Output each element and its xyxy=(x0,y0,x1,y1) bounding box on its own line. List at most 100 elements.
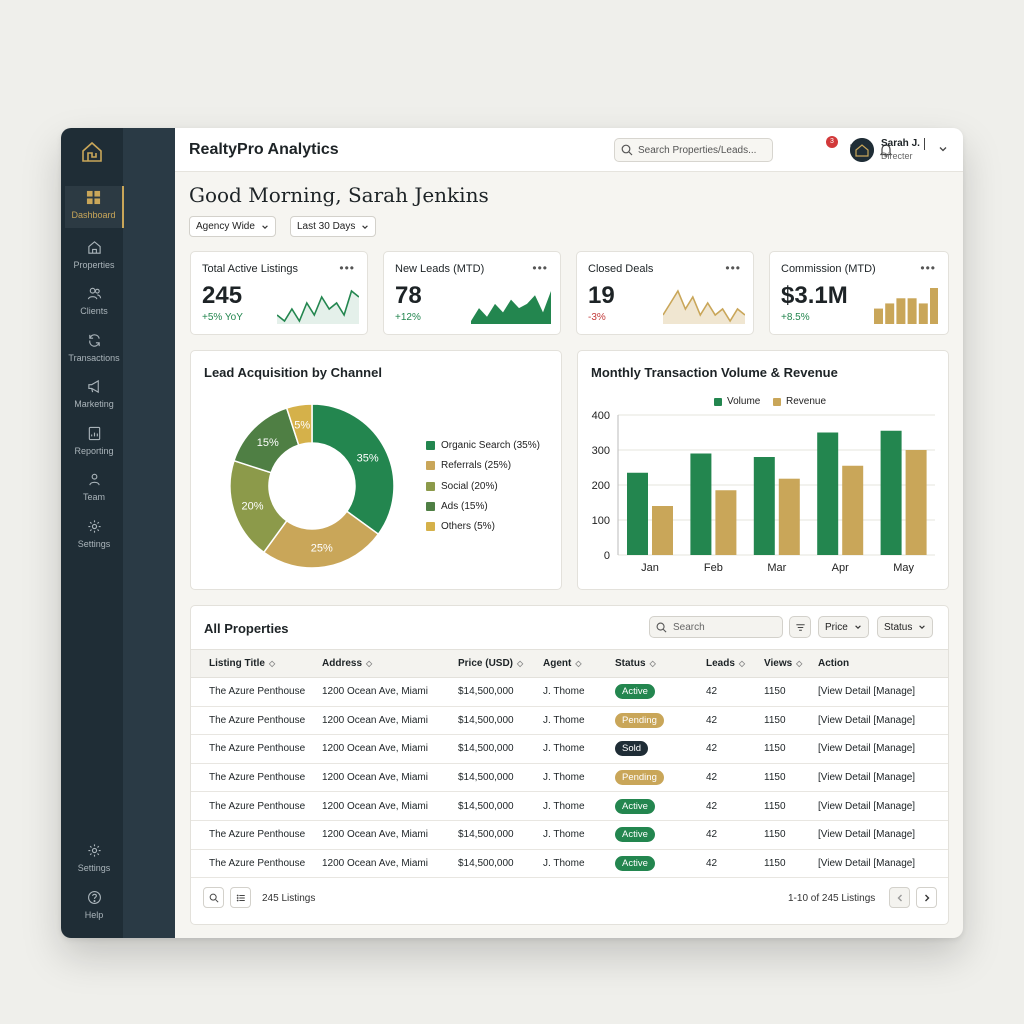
spark-bar xyxy=(918,303,928,324)
donut-slice[interactable] xyxy=(285,403,313,447)
footer-search-button[interactable] xyxy=(203,887,224,908)
agent-cell: J. Thome xyxy=(543,677,615,707)
bar-revenue[interactable] xyxy=(652,506,673,555)
listing-title-cell: The Azure Penthouse xyxy=(191,706,322,736)
legend-item: Volume xyxy=(714,396,760,407)
bar-revenue[interactable] xyxy=(842,465,864,555)
sidebar-item-label: Clients xyxy=(80,306,108,316)
legend-item: Social (20%) xyxy=(426,481,498,492)
sidebar-item-team[interactable]: Team xyxy=(65,472,123,512)
sidebar-item-clients[interactable]: Clients xyxy=(65,286,123,326)
prev-page-button[interactable] xyxy=(889,887,910,908)
chevron-down-icon[interactable] xyxy=(938,144,948,154)
more-icon[interactable]: ••• xyxy=(725,261,741,275)
sidebar-bottom-help[interactable]: Help xyxy=(65,890,123,930)
scope-filter-dropdown[interactable]: Agency Wide xyxy=(189,216,276,237)
column-header[interactable]: Price (USD) ◇ xyxy=(458,649,543,678)
bar-revenue[interactable] xyxy=(905,450,927,555)
sidebar-item-marketing[interactable]: Marketing xyxy=(65,379,123,419)
address-cell: 1200 Ocean Ave, Miami xyxy=(322,734,458,764)
action-cell[interactable]: [View Detail [Manage] xyxy=(818,734,948,764)
bell-icon[interactable] xyxy=(878,142,894,158)
properties-table-card: All Properties Search Price Status Listi… xyxy=(190,605,949,925)
action-cell[interactable]: [View Detail [Manage] xyxy=(818,849,948,879)
global-search-input[interactable]: Search Properties/Leads... xyxy=(614,138,773,162)
table-row[interactable]: The Azure Penthouse 1200 Ocean Ave, Miami… xyxy=(191,706,948,736)
bar-revenue[interactable] xyxy=(715,490,737,555)
column-label: Action xyxy=(818,658,850,669)
bar-volume[interactable] xyxy=(880,430,902,555)
action-cell[interactable]: [View Detail [Manage] xyxy=(818,820,948,850)
logo-icon[interactable] xyxy=(80,140,104,164)
kpi-card-commission[interactable]: Commission (MTD) ••• $3.1M +8.5% xyxy=(769,251,949,335)
action-cell[interactable]: [View Detail [Manage] xyxy=(818,706,948,736)
table-row[interactable]: The Azure Penthouse 1200 Ocean Ave, Miami… xyxy=(191,820,948,850)
sidebar-item-reporting[interactable]: Reporting xyxy=(65,426,123,466)
sidebar-rail xyxy=(123,128,175,938)
table-row[interactable]: The Azure Penthouse 1200 Ocean Ave, Miami… xyxy=(191,677,948,707)
price-filter-dropdown[interactable]: Price xyxy=(818,616,869,638)
action-cell[interactable]: [View Detail [Manage] xyxy=(818,791,948,821)
table-row[interactable]: The Azure Penthouse 1200 Ocean Ave, Miami… xyxy=(191,849,948,879)
status-badge: Active xyxy=(615,798,655,814)
refresh-icon xyxy=(88,334,100,347)
pagination-range: 1-10 of 245 Listings xyxy=(788,893,876,904)
views-cell: 1150 xyxy=(764,734,818,764)
column-header[interactable]: Address ◇ xyxy=(322,649,458,678)
bar-volume[interactable] xyxy=(690,453,712,556)
listing-count: 245 Listings xyxy=(262,893,316,904)
table-row[interactable]: The Azure Penthouse 1200 Ocean Ave, Miami… xyxy=(191,763,948,793)
sidebar-item-transactions[interactable]: Transactions xyxy=(65,333,123,373)
slice-label: 20% xyxy=(242,500,264,512)
sidebar-item-dashboard[interactable]: Dashboard xyxy=(65,186,124,228)
megaphone-icon xyxy=(87,379,99,394)
kpi-card-new-leads[interactable]: New Leads (MTD) ••• 78 +12% xyxy=(383,251,561,335)
bar-volume[interactable] xyxy=(817,432,839,556)
sidebar-item-properties[interactable]: Properties xyxy=(65,240,123,280)
table-search-input[interactable]: Search xyxy=(649,616,783,638)
user-name[interactable]: Sarah J. xyxy=(881,138,920,149)
column-header[interactable]: Leads ◇ xyxy=(706,649,764,678)
kpi-title: New Leads (MTD) xyxy=(395,263,485,275)
more-icon[interactable]: ••• xyxy=(920,261,936,275)
kpi-card-closed-deals[interactable]: Closed Deals ••• 19 -3% xyxy=(576,251,754,335)
bar-volume[interactable] xyxy=(753,457,775,555)
column-label: Agent xyxy=(543,658,572,669)
leads-cell: 42 xyxy=(706,734,764,764)
more-icon[interactable]: ••• xyxy=(339,261,355,275)
column-header[interactable]: Status ◇ xyxy=(615,649,706,678)
donut-slice[interactable] xyxy=(262,510,380,569)
table-row[interactable]: The Azure Penthouse 1200 Ocean Ave, Miami… xyxy=(191,734,948,764)
donut-slice[interactable] xyxy=(311,403,395,536)
filter-button[interactable] xyxy=(789,616,811,638)
spark-bar xyxy=(907,298,917,324)
bar-revenue[interactable] xyxy=(778,478,800,555)
column-header[interactable]: Listing Title ◇ xyxy=(191,649,322,678)
price-cell: $14,500,000 xyxy=(458,791,543,821)
transaction-volume-panel: Monthly Transaction Volume & Revenue Vol… xyxy=(577,350,949,590)
footer-list-button[interactable] xyxy=(230,887,251,908)
scope-filter-label: Agency Wide xyxy=(196,221,255,232)
more-icon[interactable]: ••• xyxy=(532,261,548,275)
table-row[interactable]: The Azure Penthouse 1200 Ocean Ave, Miami… xyxy=(191,791,948,821)
sidebar-bottom-settings[interactable]: Settings xyxy=(65,843,123,883)
status-filter-dropdown[interactable]: Status xyxy=(877,616,934,638)
column-header[interactable]: Agent ◇ xyxy=(543,649,615,678)
legend-item: Others (5%) xyxy=(426,521,495,532)
address-cell: 1200 Ocean Ave, Miami xyxy=(322,820,458,850)
kpi-card-active-listings[interactable]: Total Active Listings ••• 245 +5% YoY xyxy=(190,251,368,335)
status-badge: Pending xyxy=(615,770,664,786)
action-cell[interactable]: [View Detail [Manage] xyxy=(818,677,948,707)
sparkline-area xyxy=(663,291,745,324)
sidebar-item-settings[interactable]: Settings xyxy=(65,519,123,559)
action-cell[interactable]: [View Detail [Manage] xyxy=(818,763,948,793)
agent-cell: J. Thome xyxy=(543,849,615,879)
column-header[interactable]: Views ◇ xyxy=(764,649,818,678)
bar-volume[interactable] xyxy=(627,472,648,555)
sort-icon: ◇ xyxy=(366,659,373,668)
avatar[interactable] xyxy=(850,138,874,162)
kpi-value: 245 xyxy=(202,282,243,309)
date-range-dropdown[interactable]: Last 30 Days xyxy=(290,216,377,237)
next-page-button[interactable] xyxy=(916,887,937,908)
legend-label: Organic Search (35%) xyxy=(441,440,540,451)
